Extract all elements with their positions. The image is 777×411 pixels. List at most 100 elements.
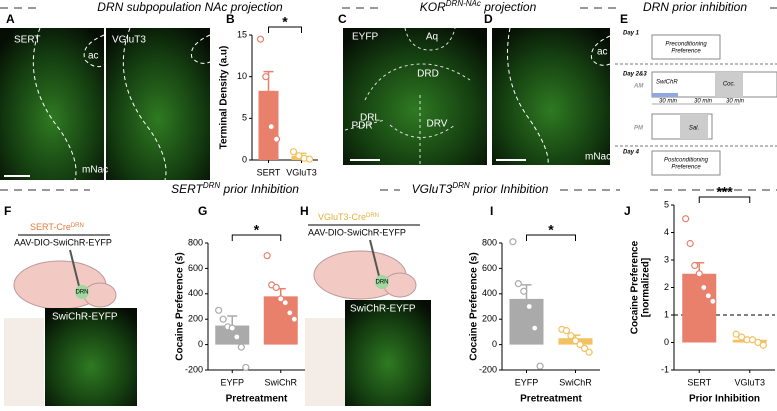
image-label: DRV: [427, 119, 448, 130]
data-point: [233, 333, 241, 341]
data-point: [585, 348, 593, 356]
panel-letter: J: [624, 204, 631, 218]
image-label: VGluT3: [112, 35, 146, 46]
cre-sup: DRN: [71, 223, 84, 229]
x-tick-label: EYFP: [220, 377, 244, 387]
virus-label: AAV-DIO-SwiChR-EYFP: [308, 227, 406, 237]
timeline-label: SwiChR: [656, 80, 678, 86]
data-point: [576, 341, 584, 349]
image-label: SwiChR-EYFP: [350, 304, 416, 315]
data-point: [272, 283, 280, 292]
bar: [682, 273, 717, 343]
timeline-label: Preference: [671, 49, 701, 55]
image-label: mNac: [82, 165, 108, 176]
panel-letter: D: [484, 12, 493, 26]
x-axis-label: Prior Inhibition: [689, 394, 760, 405]
micrograph: [345, 300, 431, 406]
timeline-label: AM: [633, 84, 644, 90]
panel-letter: E: [620, 12, 628, 26]
header-text: prior Inhibition: [220, 182, 299, 196]
data-point: [682, 215, 690, 223]
cannula: [69, 249, 81, 291]
data-point: [704, 292, 712, 300]
section-header: VGluT3DRN prior Inhibition: [412, 181, 549, 196]
box: [715, 72, 743, 97]
y-tick-label: 400: [188, 288, 203, 298]
outline: [122, 27, 167, 181]
image-label: PDR: [351, 121, 372, 132]
image-label: DRD: [417, 69, 439, 80]
box: [680, 114, 708, 139]
panel-letter: C: [338, 12, 347, 26]
header-text: KOR: [420, 0, 446, 14]
outline: [344, 27, 471, 165]
cannula: [369, 239, 381, 281]
micrograph: [45, 308, 137, 406]
y-axis-label: Terminal Density (a.u): [219, 46, 230, 150]
y-tick-label: -1: [661, 364, 669, 374]
panel-letter: B: [226, 12, 235, 26]
x-tick-label: SERT: [687, 377, 711, 387]
cre-text: SERT-Cre: [30, 222, 71, 232]
data-point: [509, 238, 517, 246]
panel-letter: G: [198, 204, 207, 218]
data-point: [281, 299, 289, 307]
box: [651, 34, 721, 60]
image-label: Aq: [426, 32, 438, 43]
panel-letter: F: [4, 204, 11, 218]
light-bar: [652, 93, 678, 97]
y-tick-label: 0: [242, 154, 247, 164]
header-text: projection: [481, 0, 537, 14]
y-axis-label: Cocaine Preference (s): [175, 252, 186, 360]
image-label: SwiChR-EYFP: [52, 312, 118, 323]
header-text: SERT: [171, 182, 204, 196]
data-point: [754, 338, 762, 347]
data-point: [267, 123, 275, 131]
y-tick-label: 1: [664, 309, 669, 319]
header-rules: [0, 7, 777, 191]
y-axis-label: Cocaine Preference (s): [469, 252, 480, 360]
header-sup: DRN: [452, 181, 470, 190]
data-point: [215, 306, 223, 314]
y-tick-label: 3: [664, 254, 669, 264]
x-axis-label: Pretreatment: [520, 394, 582, 405]
significance-bracket: [231, 234, 282, 241]
y-tick-label: 5: [664, 199, 669, 209]
data-point: [571, 337, 580, 345]
data-point: [272, 135, 281, 143]
micrograph: [492, 28, 610, 165]
timeline-label: Day 4: [623, 150, 640, 156]
significance-label: *: [282, 14, 288, 30]
y-axis-label: [normalized]: [641, 258, 652, 317]
micrograph: [343, 28, 487, 165]
data-point: [732, 330, 740, 338]
outline: [507, 27, 549, 166]
target-region: [75, 285, 89, 299]
brain-section: [4, 318, 44, 406]
y-tick-label: 200: [188, 314, 203, 324]
region-label: DRN: [376, 280, 389, 286]
timeline-label: 30 min: [726, 99, 745, 105]
data-point: [290, 315, 298, 323]
cre-label: VGluT3-CreDRN: [318, 212, 379, 222]
y-tick-label: -200: [479, 364, 497, 374]
header-text: VGluT3: [412, 182, 453, 196]
image-label: mNac: [585, 152, 611, 163]
y-tick-label: 600: [188, 263, 203, 273]
y-tick-label: 10: [237, 71, 247, 81]
y-tick-label: 400: [482, 288, 497, 298]
y-tick-label: 15: [237, 29, 247, 39]
data-point: [262, 73, 270, 81]
data-point: [514, 280, 522, 288]
section-header: DRN subpopulation NAc projection: [97, 0, 283, 14]
data-point: [305, 155, 314, 163]
panel-letter: H: [300, 204, 309, 218]
box: [651, 71, 777, 98]
data-point: [263, 252, 271, 260]
data-point: [759, 341, 767, 349]
box: [651, 150, 721, 176]
brain-cartoon: [383, 272, 417, 298]
timeline-label: Sal.: [689, 126, 699, 132]
timeline-label: Postconditioning: [664, 158, 709, 164]
region-label: DRN: [76, 290, 89, 296]
